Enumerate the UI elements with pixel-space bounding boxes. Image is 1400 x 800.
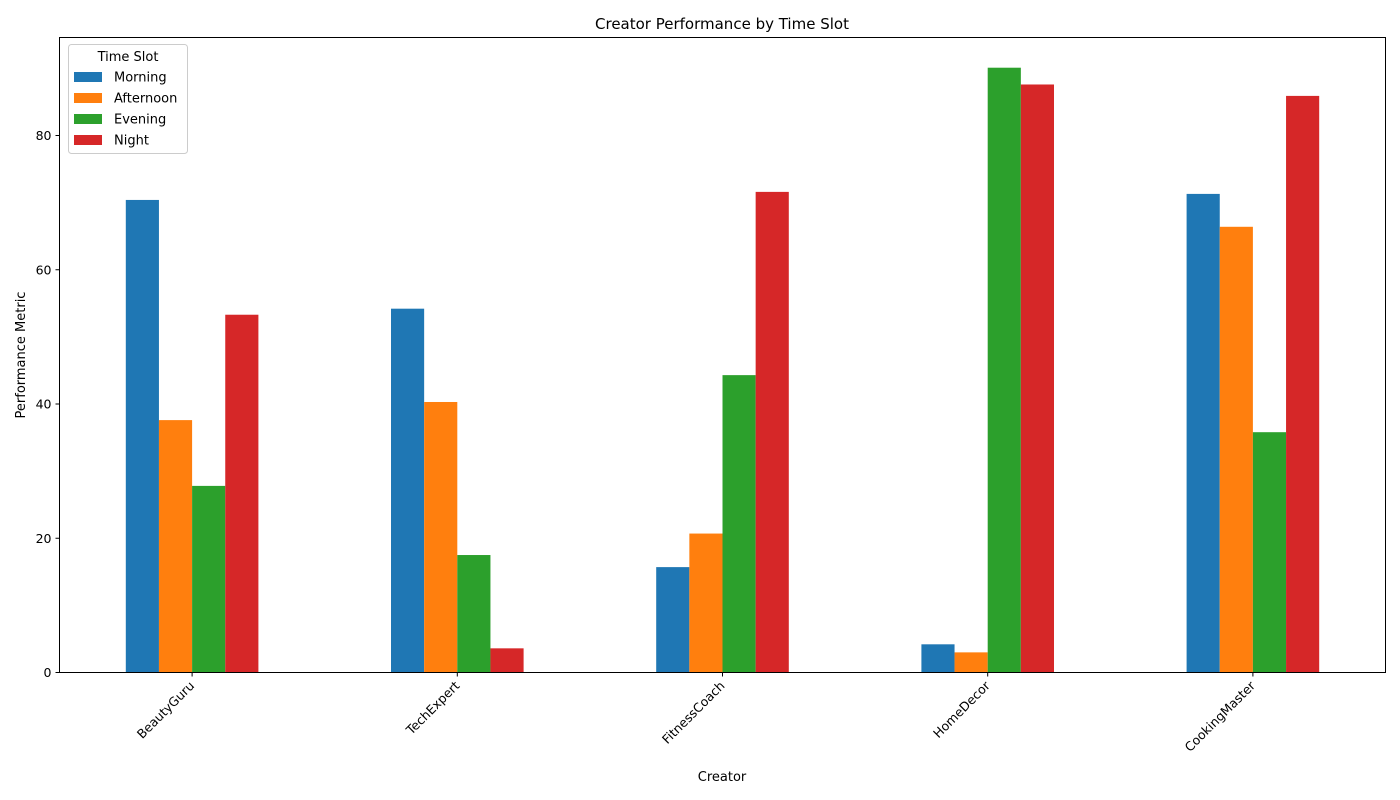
bars — [125, 67, 1320, 673]
bar-evening-fitnesscoach — [722, 375, 756, 673]
bar-morning-homedecor — [921, 644, 955, 673]
bar-night-fitnesscoach — [755, 191, 789, 673]
x-tick-label: HomeDecor — [930, 677, 993, 740]
bar-night-beautyguru — [225, 314, 259, 673]
bar-night-cookingmaster — [1286, 95, 1320, 673]
bar-afternoon-beautyguru — [158, 420, 193, 673]
legend-swatch-morning — [74, 72, 102, 82]
legend-label-morning: Morning — [114, 71, 167, 86]
x-tick-label: BeautyGuru — [134, 678, 198, 742]
x-axis-label: Creator — [698, 770, 747, 785]
y-tick-label: 80 — [36, 128, 52, 143]
legend-title: Time Slot — [97, 50, 159, 65]
bar-morning-techexpert — [391, 308, 425, 673]
bar-afternoon-fitnesscoach — [689, 533, 723, 673]
bar-morning-cookingmaster — [1186, 193, 1220, 673]
x-tick-label: FitnessCoach — [659, 678, 728, 747]
bar-afternoon-homedecor — [954, 652, 988, 673]
bar-afternoon-techexpert — [424, 401, 458, 673]
legend-frame — [68, 44, 188, 154]
y-tick-label: 60 — [36, 262, 52, 277]
legend: Time Slot Morning Afternoon Evening Night — [68, 44, 188, 154]
bar-afternoon-cookingmaster — [1219, 226, 1253, 673]
bar-morning-beautyguru — [125, 199, 159, 673]
x-tick-label: TechExpert — [402, 678, 462, 738]
chart-title: Creator Performance by Time Slot — [595, 15, 849, 33]
legend-swatch-evening — [74, 114, 102, 124]
bar-evening-techexpert — [457, 555, 491, 673]
y-axis: 0 20 40 60 80 — [36, 128, 60, 680]
bar-evening-beautyguru — [192, 485, 226, 673]
x-tick-label: CookingMaster — [1181, 677, 1258, 754]
legend-items: Morning Afternoon Evening Night — [74, 71, 177, 149]
bar-evening-homedecor — [987, 67, 1021, 673]
legend-swatch-night — [74, 135, 102, 145]
bar-night-techexpert — [490, 648, 524, 673]
legend-label-afternoon: Afternoon — [114, 92, 177, 107]
bar-evening-cookingmaster — [1252, 432, 1287, 673]
bar-night-homedecor — [1020, 84, 1054, 673]
legend-label-evening: Evening — [114, 113, 166, 128]
legend-swatch-afternoon — [74, 93, 102, 103]
bar-morning-fitnesscoach — [656, 567, 690, 673]
y-tick-label: 20 — [36, 531, 52, 546]
y-axis-label: Performance Metric — [14, 292, 29, 419]
plot-area — [59, 37, 1386, 673]
y-tick-label: 40 — [36, 397, 52, 412]
y-tick-label: 0 — [44, 665, 52, 680]
x-axis: BeautyGuru TechExpert FitnessCoach HomeDeco… — [134, 672, 1259, 755]
legend-label-night: Night — [114, 134, 149, 149]
